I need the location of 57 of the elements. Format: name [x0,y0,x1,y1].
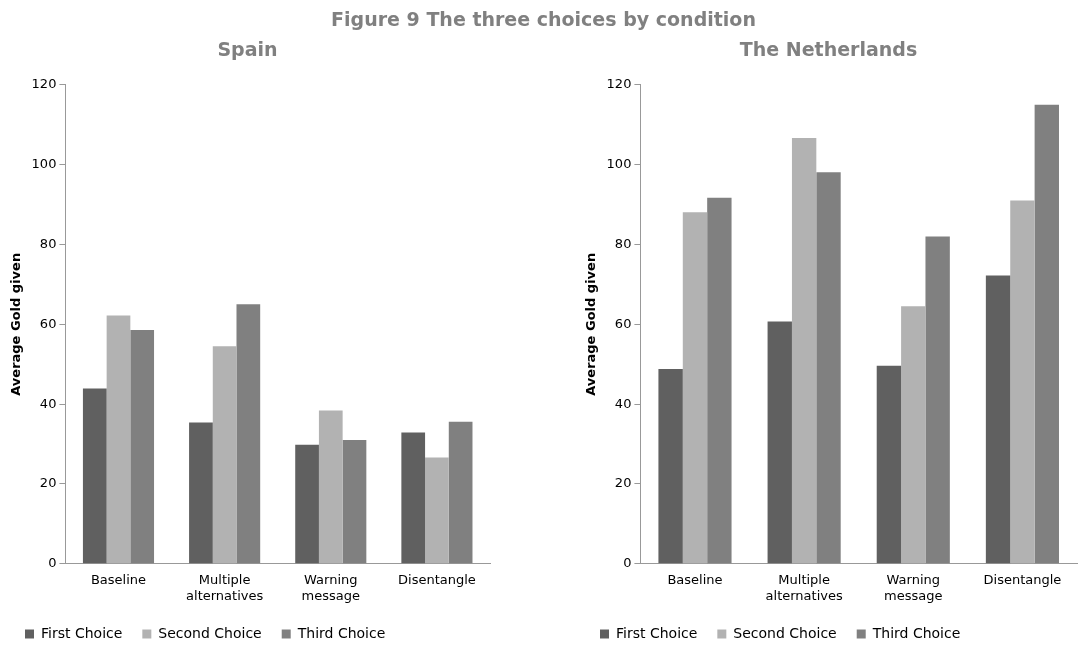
bar [1034,104,1059,564]
y-tick-label: 0 [623,555,632,571]
bar [401,432,426,564]
y-tick-label: 40 [39,395,57,411]
bar [448,421,473,564]
bar [816,172,841,564]
bar [901,306,926,564]
legend-label: First Choice [616,624,698,641]
y-tick-label: 100 [31,156,57,172]
y-tick-label: 60 [39,315,57,331]
x-tick-label: Baseline [90,571,147,587]
x-tick-label: Baseline [667,571,723,587]
text: Figure 9 The three choices by condition [330,8,757,30]
bar [342,440,367,564]
bar [425,457,449,564]
x-tick-label: Warning message [301,571,360,603]
bar [236,304,261,564]
y-tick-label: 100 [606,156,632,172]
bar [925,236,950,564]
y-tick-label: 80 [614,235,632,251]
y-tick-label: 20 [39,475,57,491]
x-tick-label: Multiple alternatives [765,571,843,603]
chart-title: The Netherlands [739,38,918,61]
x-tick-label: Warning message [884,571,943,603]
x-tick-label: Disentangle [398,571,476,587]
bar [106,315,131,564]
bar [658,369,683,564]
y-axis-title: Average Gold given [8,252,24,396]
y-tick-label: 20 [614,475,632,491]
bar [791,137,817,564]
y-tick-label: 40 [614,395,632,411]
bar [1010,200,1035,564]
bar [295,444,319,564]
bar [189,422,213,564]
bar [767,321,792,564]
bar [82,388,107,564]
y-tick-label: 60 [614,315,632,331]
legend-label: Second Choice [158,624,262,641]
bar [985,275,1011,564]
x-tick-label: Multiple alternatives [186,571,264,603]
y-tick-label: 0 [48,555,57,571]
legend-label: Second Choice [733,624,837,641]
bar [212,346,237,564]
bar [876,365,902,564]
y-axis-title: Average Gold given [583,252,599,396]
x-tick-label: Disentangle [983,571,1062,587]
bar [318,410,343,564]
chart-subtitle: Spain [217,38,278,61]
bar [130,329,155,564]
bar [682,212,708,564]
legend-label: First Choice [41,624,123,641]
legend-label: Third Choice [871,624,961,641]
y-tick-label: 120 [31,76,57,92]
y-tick-label: 120 [606,76,632,92]
bar [707,197,732,564]
y-tick-label: 80 [39,235,57,251]
legend-label: Third Choice [296,624,386,641]
